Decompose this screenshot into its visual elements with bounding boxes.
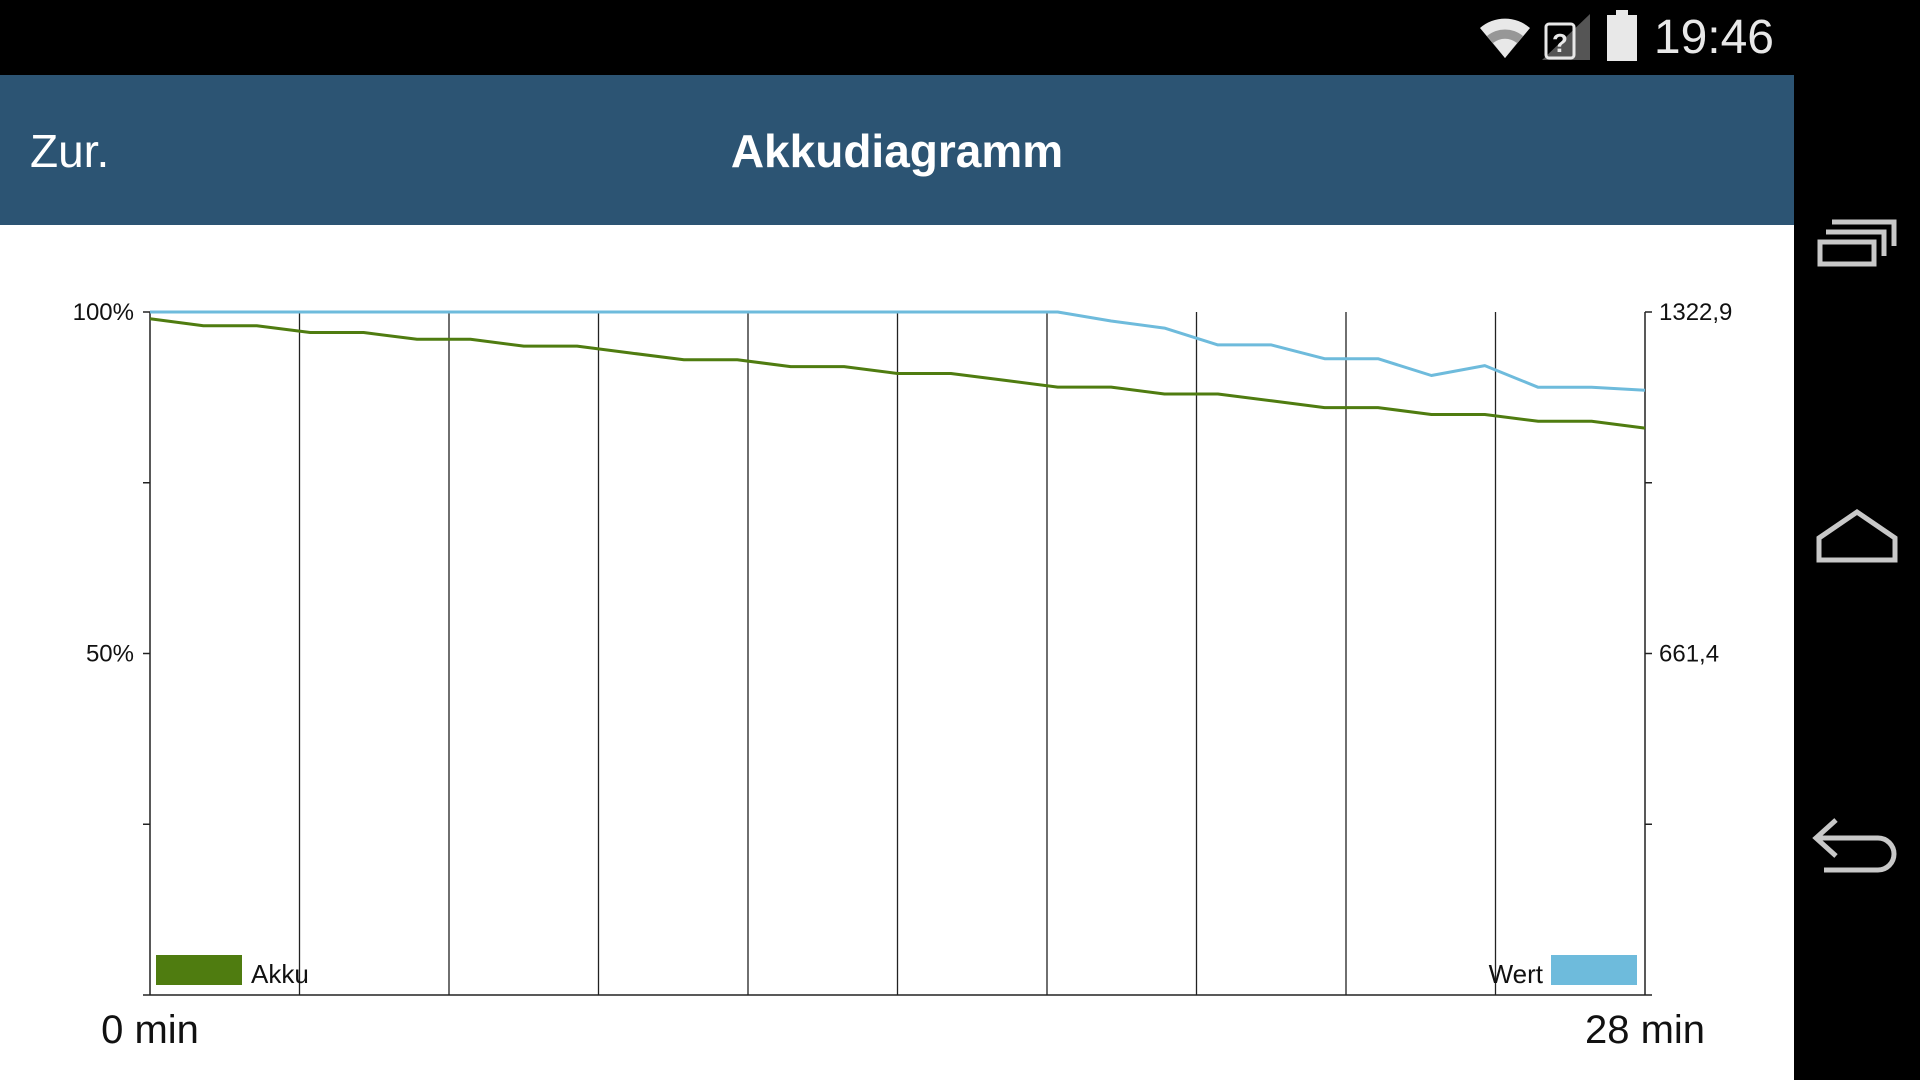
svg-text:?: ? — [1552, 28, 1568, 58]
series-line-akku — [149, 317, 1646, 430]
battery-icon — [1607, 10, 1637, 61]
app-bar: Zur. Akkudiagramm — [0, 75, 1794, 225]
page-title: Akkudiagramm — [730, 125, 1064, 177]
no-sim-signal-icon: ? — [1542, 14, 1590, 60]
home-button[interactable] — [1794, 480, 1920, 600]
legend-swatch-wert — [1551, 955, 1637, 985]
series-line-wert — [150, 310, 1646, 392]
chart-series — [149, 310, 1646, 430]
chart-axes — [143, 311, 1652, 996]
left-tick-label: 50% — [86, 641, 134, 668]
recent-apps-button[interactable] — [1794, 180, 1920, 300]
app-screen: ? 19:46 Zur. Akkudiagramm 100% 50% 1322,9 6… — [0, 0, 1794, 1080]
legend-swatch-akku — [156, 955, 242, 985]
recent-apps-icon — [1817, 219, 1897, 267]
navigation-bar — [1794, 0, 1920, 1080]
legend-label-wert: Wert — [1489, 959, 1544, 989]
x-start-label: 0 min — [101, 1008, 199, 1052]
left-tick-label: 100% — [73, 299, 134, 326]
right-tick-label: 1322,9 — [1659, 299, 1732, 326]
wifi-icon — [1480, 18, 1530, 58]
legend-label-akku: Akku — [251, 959, 309, 989]
status-bar: ? 19:46 — [0, 0, 1794, 75]
back-icon — [1812, 818, 1897, 873]
chart-labels: 100% 50% 1322,9 661,4 0 min 28 min — [73, 299, 1733, 1052]
status-time: 19:46 — [1653, 11, 1774, 64]
chart-legend: Akku Wert — [156, 955, 1637, 989]
battery-chart: 100% 50% 1322,9 661,4 0 min 28 min Akku Wert — [73, 299, 1733, 1052]
home-icon — [1816, 508, 1898, 563]
chart-grid — [298, 312, 1497, 995]
x-end-label: 28 min — [1585, 1008, 1705, 1052]
back-button[interactable]: Zur. — [30, 125, 110, 177]
right-tick-label: 661,4 — [1659, 641, 1719, 668]
back-nav-button[interactable] — [1794, 780, 1920, 900]
